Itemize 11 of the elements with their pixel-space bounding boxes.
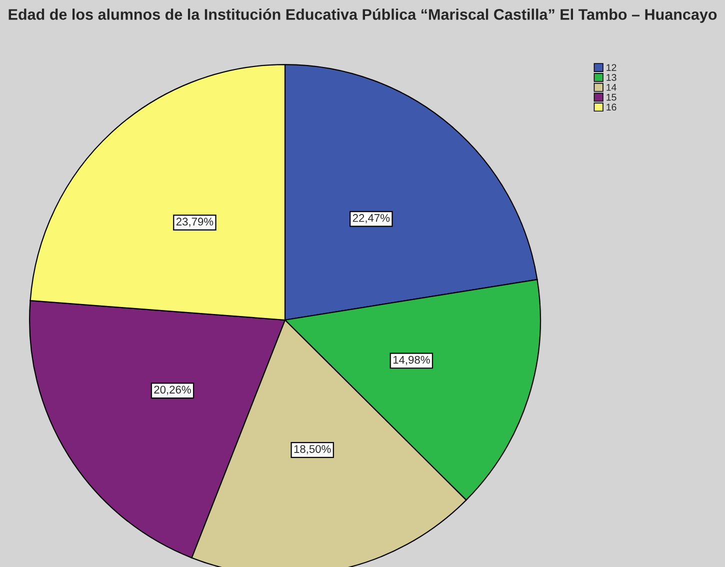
chart-title: Edad de los alumnos de la Institución Educativa Pública “Mariscal Castilla” El Tambo – Huancayo [8, 8, 717, 23]
legend-label: 12 [606, 64, 616, 71]
legend-label: 16 [606, 104, 616, 111]
data-label: 20,26% [154, 386, 191, 395]
data-label: 18,50% [294, 445, 331, 454]
data-label: 14,98% [393, 356, 430, 366]
data-label: 22,47% [352, 214, 390, 224]
data-label: 23,79% [176, 218, 214, 227]
legend-label: 13 [606, 74, 616, 81]
legend-label: 15 [606, 94, 616, 101]
legend-label: 14 [606, 84, 616, 91]
